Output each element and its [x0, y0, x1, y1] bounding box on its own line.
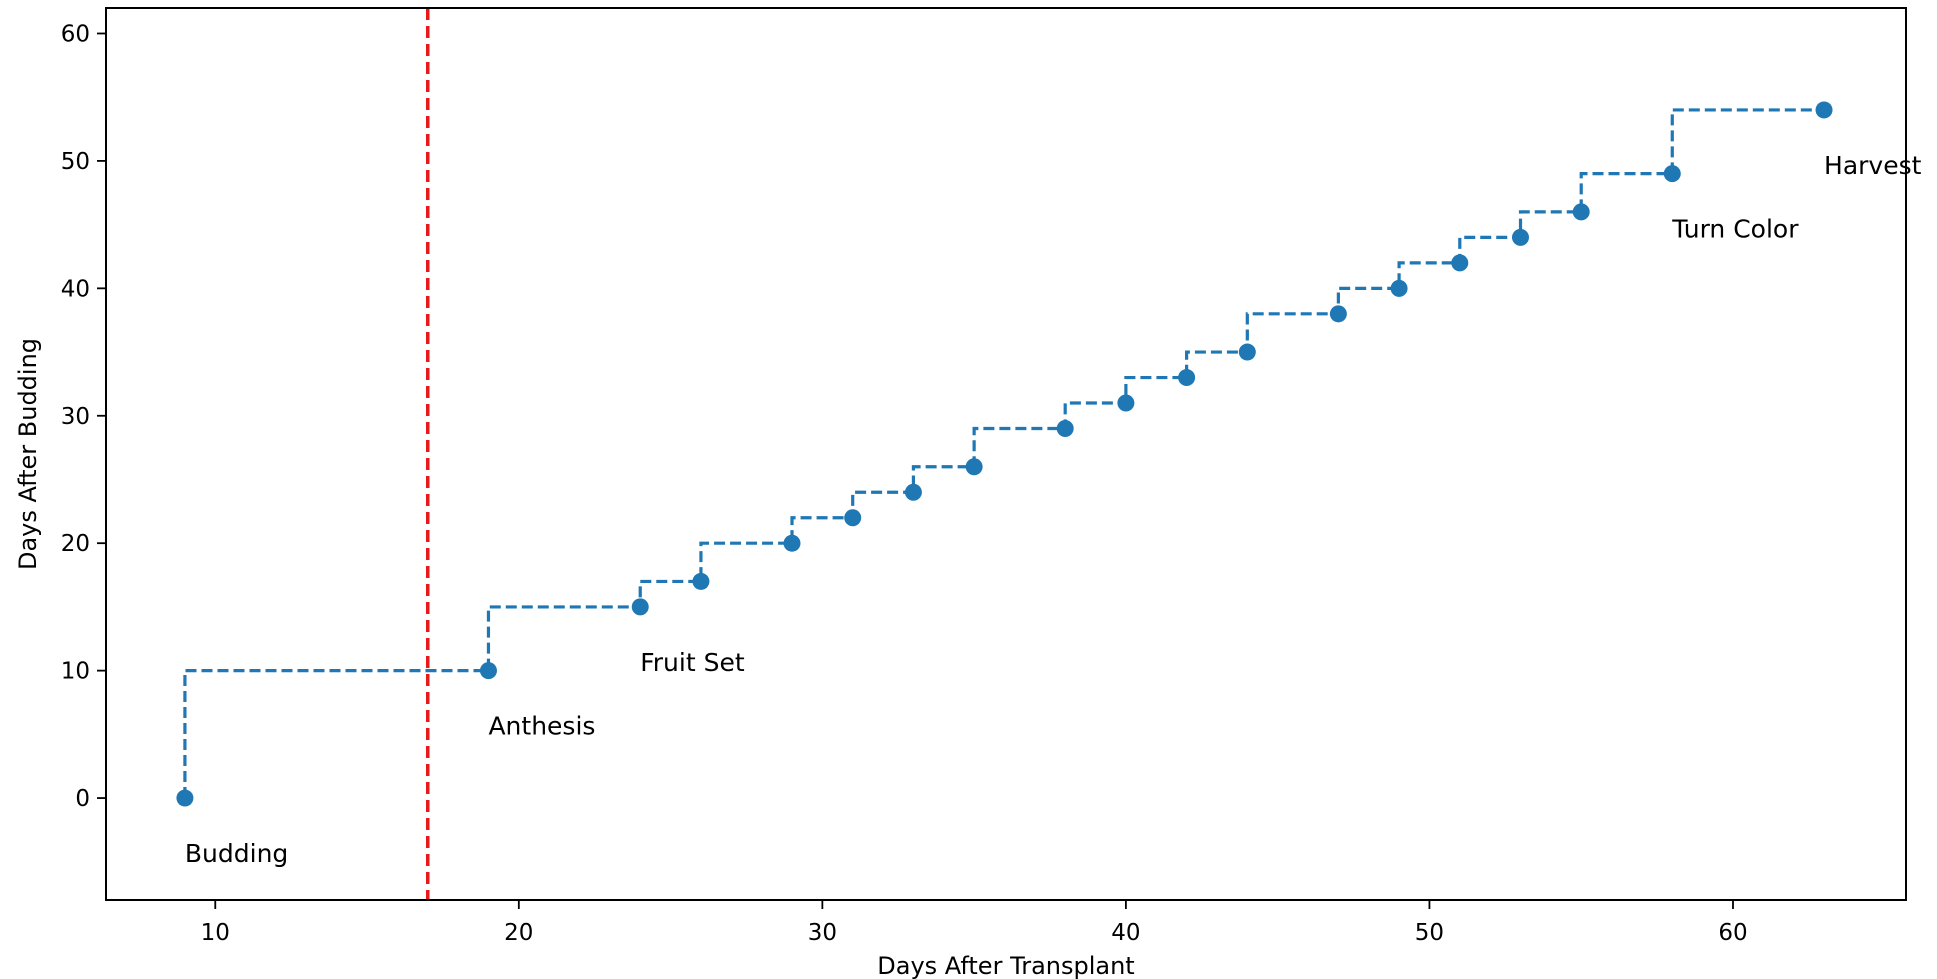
- data-point: [479, 662, 497, 680]
- x-axis-title: Days After Transplant: [877, 952, 1134, 979]
- y-tick-label: 50: [61, 149, 90, 175]
- y-tick-label: 20: [61, 531, 90, 557]
- plot-frame: [105, 7, 1907, 901]
- stage-annotation: Budding: [185, 839, 288, 868]
- axes: 10 20 30 40 50 60 0 10 20 30 40 50 60: [61, 21, 1748, 946]
- x-tick-label: 30: [808, 920, 837, 946]
- stage-annotation: Fruit Set: [640, 648, 745, 677]
- y-tick-label: 60: [61, 21, 90, 47]
- data-point: [176, 789, 194, 807]
- stage-annotation: Turn Color: [1671, 215, 1799, 244]
- stage-annotation: Harvest: [1824, 151, 1922, 180]
- y-axis-title: Days After Budding: [14, 338, 42, 570]
- y-tick-label: 40: [61, 276, 90, 302]
- x-tick-label: 50: [1415, 920, 1444, 946]
- data-point: [631, 598, 649, 616]
- data-point: [1512, 228, 1530, 246]
- data-point: [965, 458, 983, 476]
- data-point: [1178, 369, 1196, 387]
- data-point: [1663, 165, 1681, 183]
- x-tick-label: 40: [1111, 920, 1140, 946]
- plot-marks: Budding Anthesis Fruit Set Turn Color Harves…: [176, 8, 1922, 900]
- data-point: [1451, 254, 1469, 272]
- x-tick-label: 60: [1718, 920, 1747, 946]
- data-point: [1390, 279, 1408, 297]
- x-tick-label: 20: [504, 920, 533, 946]
- data-point: [692, 572, 710, 590]
- data-point: [1572, 203, 1590, 221]
- data-point: [1329, 305, 1347, 323]
- data-point: [783, 534, 801, 552]
- data-point: [1238, 343, 1256, 361]
- y-tick-label: 30: [61, 404, 90, 430]
- stage-annotation: Anthesis: [488, 712, 595, 741]
- x-tick-label: 10: [201, 920, 230, 946]
- y-tick-label: 10: [61, 659, 90, 685]
- data-point: [844, 509, 862, 527]
- data-point: [1815, 101, 1833, 119]
- y-tick-label: 0: [75, 786, 90, 812]
- data-point: [904, 483, 922, 501]
- data-point: [1117, 394, 1135, 412]
- data-point: [1056, 420, 1074, 438]
